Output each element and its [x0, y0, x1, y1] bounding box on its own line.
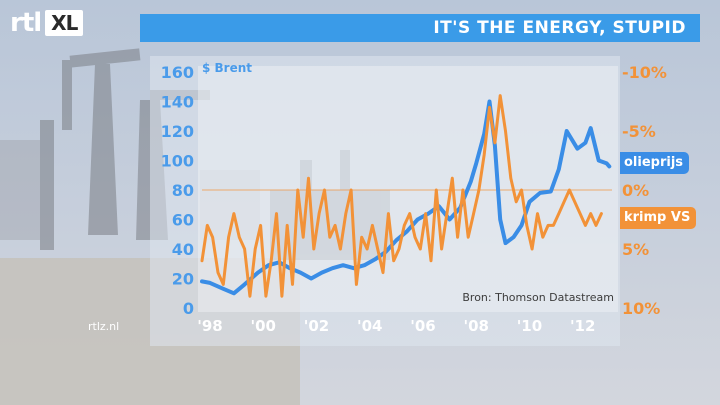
- x-tick-label: '08: [463, 317, 488, 335]
- logo-brand: rtl: [10, 8, 42, 38]
- x-tick-label: '98: [197, 317, 222, 335]
- page-title: IT'S THE ENERGY, STUPID: [433, 18, 686, 38]
- y-tick-label-left: 160: [161, 63, 194, 82]
- y-tick-label-right: -10%: [622, 63, 667, 82]
- x-tick-label: '02: [304, 317, 329, 335]
- series-label-olieprijs: olieprijs: [620, 152, 690, 174]
- y-tick-label-left: 140: [161, 93, 194, 112]
- x-tick-label: '06: [410, 317, 435, 335]
- x-tick-label: '04: [357, 317, 382, 335]
- y-tick-label-left: 60: [172, 211, 194, 230]
- y-tick-label-right: -5%: [622, 122, 656, 141]
- source-note: Bron: Thomson Datastream: [462, 291, 614, 304]
- y-axis-label-left: $ Brent: [202, 61, 252, 75]
- y-tick-label-left: 40: [172, 240, 194, 259]
- series-label-krimp-vs: krimp VS: [620, 207, 697, 229]
- title-bar: IT'S THE ENERGY, STUPID: [140, 14, 700, 42]
- y-tick-label-left: 120: [161, 122, 194, 141]
- x-tick-label: '12: [570, 317, 595, 335]
- x-tick-label: '00: [250, 317, 275, 335]
- x-tick-label: '10: [517, 317, 542, 335]
- y-tick-label-left: 100: [161, 152, 194, 171]
- series-line-krimp-vs: [200, 94, 603, 298]
- site-url: rtlz.nl: [88, 320, 120, 333]
- y-tick-label-right: 0%: [622, 181, 649, 200]
- y-tick-label-right: 10%: [622, 299, 660, 318]
- logo-channel: XL: [45, 10, 84, 36]
- rtl-xl-logo: rtl XL: [10, 8, 84, 38]
- y-tick-label-right: 5%: [622, 240, 649, 259]
- y-tick-label-left: 80: [172, 181, 194, 200]
- y-tick-label-left: 0: [183, 299, 194, 318]
- y-tick-label-left: 20: [172, 270, 194, 289]
